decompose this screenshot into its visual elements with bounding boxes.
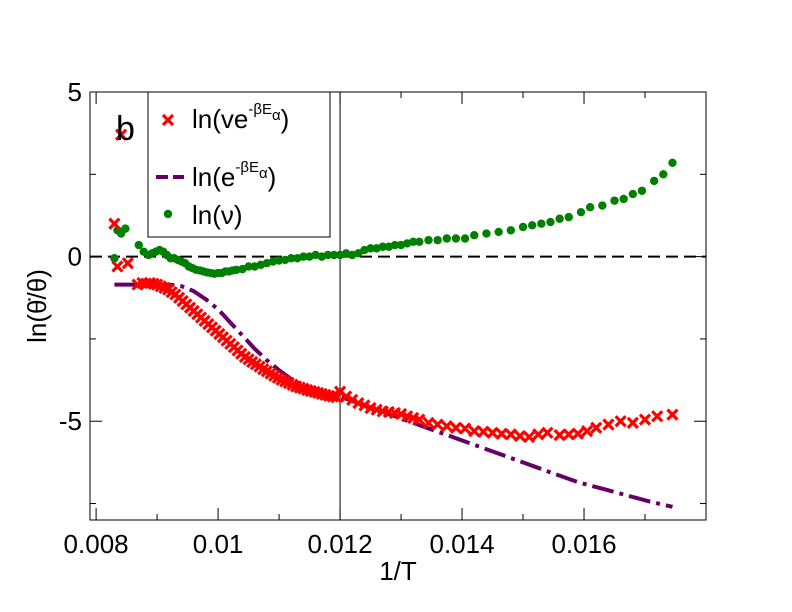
- point-ln_nu: [628, 189, 638, 199]
- x-tick-label: 0.01: [193, 529, 244, 559]
- point-ln_nu_exp: [108, 217, 121, 230]
- y-tick-label: -5: [59, 406, 82, 436]
- point-ln_nu: [366, 244, 375, 253]
- point-ln_nu: [433, 235, 442, 245]
- point-ln_nu: [518, 222, 528, 232]
- point-ln_nu: [527, 221, 537, 230]
- series-ln_nu_exp: [108, 128, 679, 444]
- point-ln_nu_exp: [626, 416, 639, 430]
- point-ln_nu_exp: [651, 410, 664, 423]
- plot-frame: [89, 91, 707, 521]
- point-ln_nu: [482, 229, 491, 238]
- series-layer: [108, 128, 679, 509]
- point-ln_nu_exp: [486, 426, 499, 439]
- point-ln_nu_exp: [440, 420, 453, 433]
- reference-lines: [90, 92, 706, 520]
- point-ln_nu_exp: [431, 418, 444, 431]
- point-ln_nu: [442, 234, 451, 243]
- point-ln_nu_exp: [413, 413, 426, 426]
- legend-entry-ln_nu_exp: ln(ve-βEα): [161, 101, 289, 134]
- legend-entry-ln_nu: ln(ν): [163, 200, 243, 230]
- point-ln_nu: [470, 231, 479, 240]
- legend-label: ln(e-βEα): [192, 159, 276, 192]
- legend-marker: [161, 113, 175, 127]
- point-ln_nu: [451, 234, 461, 243]
- point-ln_nu: [598, 201, 607, 210]
- point-ln_nu: [546, 217, 555, 227]
- point-ln_nu_exp: [114, 128, 128, 141]
- point-ln_nu_exp: [638, 413, 652, 426]
- point-ln_nu_exp: [602, 418, 615, 431]
- point-ln_nu_exp: [504, 428, 517, 441]
- point-ln_nu_exp: [666, 408, 679, 421]
- axes: 0.008 0.01 0.012 0.014 0.016 -5 0 5: [59, 77, 707, 559]
- point-ln_nu: [378, 242, 387, 251]
- legend-box: [147, 91, 331, 238]
- point-ln_nu_exp: [111, 260, 124, 273]
- point-ln_nu: [390, 240, 400, 250]
- x-axis-label: 1/T: [379, 556, 417, 586]
- point-ln_nu: [415, 237, 424, 246]
- point-ln_nu: [659, 170, 668, 179]
- point-ln_nu: [299, 252, 308, 261]
- point-ln_nu_exp: [326, 390, 339, 403]
- point-ln_nu_exp: [346, 393, 359, 406]
- point-ln_nu: [564, 212, 573, 222]
- point-ln_nu: [494, 227, 503, 237]
- point-ln_nu: [409, 237, 418, 246]
- point-ln_nu: [287, 254, 296, 263]
- point-ln_nu_exp: [477, 425, 490, 438]
- point-ln_nu: [610, 196, 619, 205]
- point-ln_nu_exp: [422, 416, 435, 430]
- legend-label: ln(ve-βEα): [192, 101, 289, 134]
- point-ln_nu_exp: [522, 430, 536, 444]
- point-ln_nu: [637, 186, 647, 195]
- x-tick-label: 0.014: [430, 529, 495, 559]
- point-ln_nu_exp: [590, 421, 603, 434]
- point-ln_nu: [323, 250, 333, 260]
- legend-label: ln(ν): [192, 200, 243, 230]
- x-tick-label: 0.008: [64, 529, 129, 559]
- point-ln_nu_exp: [458, 422, 472, 435]
- x-tick-label: 0.016: [551, 529, 616, 559]
- y-tick-label: 5: [68, 77, 82, 107]
- point-ln_nu: [506, 226, 516, 235]
- point-ln_nu: [424, 235, 433, 245]
- point-ln_nu: [274, 256, 284, 265]
- point-ln_nu: [668, 158, 677, 167]
- point-ln_nu: [121, 224, 130, 233]
- point-ln_nu: [576, 207, 586, 217]
- point-ln_nu: [585, 203, 595, 212]
- point-ln_nu_exp: [614, 415, 627, 428]
- point-ln_nu_exp: [340, 390, 353, 403]
- point-ln_nu_exp: [532, 428, 545, 441]
- point-ln_nu: [244, 262, 253, 271]
- point-ln_nu_exp: [580, 424, 594, 438]
- y-axis-label: ln(θ̇/θ): [22, 269, 52, 343]
- legend: ln(ve-βEα) ln(e-βEα) ln(ν): [147, 91, 331, 238]
- point-ln_nu_exp: [571, 427, 585, 440]
- series-ln_nu: [110, 158, 677, 278]
- y-tick-label: 0: [68, 242, 82, 272]
- x-tick-label: 0.012: [308, 529, 373, 559]
- point-ln_nu: [329, 250, 339, 260]
- point-ln_nu: [134, 240, 143, 250]
- point-ln_nu: [232, 265, 241, 274]
- point-ln_nu_exp: [513, 429, 527, 443]
- panel-label: b: [116, 110, 135, 148]
- point-ln_nu: [555, 214, 564, 223]
- point-ln_nu: [649, 176, 659, 186]
- point-ln_nu_exp: [121, 257, 134, 270]
- point-ln_nu: [537, 219, 546, 228]
- point-ln_nu: [460, 234, 470, 243]
- legend-marker: [163, 209, 173, 219]
- point-ln_nu_exp: [541, 426, 554, 439]
- point-ln_nu: [619, 194, 628, 204]
- legend-entry-ln_exp: ln(e-βEα): [156, 159, 276, 192]
- point-ln_nu: [110, 254, 119, 263]
